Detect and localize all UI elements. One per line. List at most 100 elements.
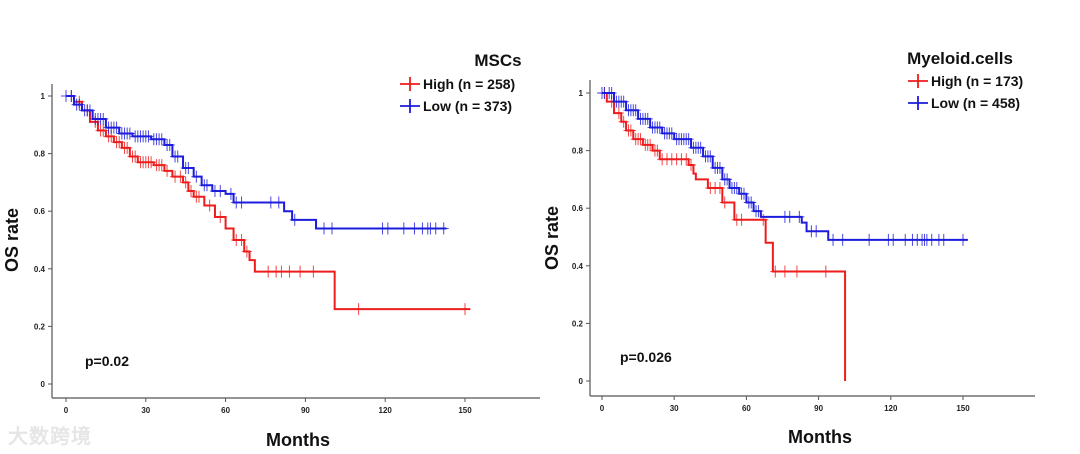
censor-mark bbox=[820, 265, 831, 278]
y-tick-label: 0.8 bbox=[572, 147, 584, 156]
legend-label: Low (n = 458) bbox=[931, 95, 1020, 111]
censor-mark bbox=[98, 124, 109, 137]
censor-mark bbox=[156, 133, 167, 146]
censor-mark bbox=[645, 138, 656, 151]
y-tick-label: 0 bbox=[579, 377, 584, 386]
km-chart-1: 0 0.2 0.4 0.6 0.8 1 0 30 60 90 120 150 MSCs Months OS … bbox=[2, 51, 540, 450]
censor-mark bbox=[183, 162, 194, 174]
censor-mark bbox=[864, 233, 875, 246]
x-tick-label: 60 bbox=[221, 406, 230, 415]
censor-mark bbox=[683, 133, 694, 146]
censor-mark bbox=[172, 150, 183, 163]
y-tick-label: 0.6 bbox=[34, 207, 46, 216]
censor-mark bbox=[438, 222, 449, 235]
censor-mark bbox=[828, 233, 839, 246]
censor-mark bbox=[791, 265, 802, 278]
x-tick-label: 0 bbox=[600, 404, 605, 413]
series-high: High (n = 258) bbox=[66, 76, 515, 316]
x-tick-label: 120 bbox=[884, 404, 898, 413]
censor-mark bbox=[460, 303, 470, 316]
censor-mark bbox=[938, 233, 949, 246]
y-tick-label: 0.8 bbox=[34, 150, 46, 159]
censor-mark bbox=[194, 190, 204, 203]
y-tick-label: 0.2 bbox=[572, 319, 584, 328]
censor-mark bbox=[888, 233, 899, 246]
censor-mark bbox=[654, 121, 665, 134]
y-tick-label: 1 bbox=[579, 89, 584, 98]
censor-mark bbox=[225, 187, 236, 200]
censor-mark bbox=[143, 130, 154, 143]
censor-mark bbox=[295, 265, 306, 278]
legend-label: High (n = 258) bbox=[423, 76, 515, 92]
censor-mark bbox=[162, 164, 173, 177]
censor-mark bbox=[722, 173, 733, 186]
censor-mark bbox=[705, 150, 716, 163]
censor-mark bbox=[635, 133, 646, 146]
censor-mark bbox=[66, 90, 77, 102]
x-tick-label: 30 bbox=[670, 404, 679, 413]
censor-mark bbox=[84, 104, 95, 117]
censor-mark bbox=[74, 98, 85, 111]
y-tick-label: 0.4 bbox=[34, 265, 46, 274]
censor-mark bbox=[811, 225, 822, 238]
censor-mark bbox=[215, 210, 226, 223]
censor-mark bbox=[175, 170, 186, 183]
censor-mark bbox=[779, 265, 790, 278]
watermark-logo: 大数跨境 bbox=[8, 426, 92, 448]
censor-mark bbox=[398, 222, 409, 235]
x-tick-label: 90 bbox=[814, 404, 823, 413]
legend-label: High (n = 173) bbox=[931, 73, 1023, 89]
y-tick-label: 1 bbox=[41, 92, 46, 101]
legend-swatch bbox=[400, 77, 420, 91]
x-tick-label: 0 bbox=[64, 406, 69, 415]
chart-title: Myeloid.cells bbox=[907, 49, 1013, 68]
y-tick-label: 0.2 bbox=[34, 322, 46, 331]
x-tick-label: 150 bbox=[956, 404, 970, 413]
censor-mark bbox=[758, 213, 769, 226]
censor-mark bbox=[652, 144, 663, 157]
censor-mark bbox=[837, 233, 848, 246]
censor-mark bbox=[327, 222, 337, 235]
censor-mark bbox=[146, 156, 157, 169]
chart-title: MSCs bbox=[474, 51, 521, 70]
censor-mark bbox=[618, 95, 629, 108]
censor-mark bbox=[714, 161, 725, 174]
censor-mark bbox=[215, 185, 226, 198]
survival-curve bbox=[66, 95, 471, 311]
censor-mark bbox=[753, 205, 764, 218]
censor-mark bbox=[201, 179, 212, 192]
x-tick-label: 120 bbox=[379, 406, 393, 415]
x-tick-label: 30 bbox=[141, 406, 150, 415]
y-axis-label: OS rate bbox=[2, 208, 22, 272]
censor-mark bbox=[719, 196, 730, 209]
censor-mark bbox=[122, 141, 133, 154]
x-axis-label: Months bbox=[788, 427, 852, 447]
censor-mark bbox=[731, 182, 742, 195]
censor-mark bbox=[746, 196, 757, 209]
censor-mark bbox=[241, 245, 252, 258]
censor-mark bbox=[686, 159, 697, 171]
censor-mark bbox=[382, 222, 393, 235]
censor-mark bbox=[736, 213, 747, 226]
censor-mark bbox=[606, 87, 617, 99]
y-tick-label: 0.4 bbox=[572, 262, 584, 271]
y-tick-label: 0 bbox=[41, 380, 46, 389]
km-chart-2: 0 0.2 0.4 0.6 0.8 1 0 30 60 90 120 150 Myeloid.cells… bbox=[542, 49, 1035, 447]
legend-label: Low (n = 373) bbox=[423, 98, 512, 114]
legend-swatch bbox=[400, 99, 420, 113]
censor-mark bbox=[289, 213, 300, 226]
censor-mark bbox=[273, 196, 284, 209]
censor-mark bbox=[666, 127, 677, 140]
censor-mark bbox=[98, 113, 109, 126]
censor-mark bbox=[613, 107, 624, 120]
series-low: Low (n = 458) bbox=[597, 87, 1020, 246]
censor-mark bbox=[770, 265, 781, 278]
censor-mark bbox=[180, 176, 191, 189]
censor-mark bbox=[618, 115, 629, 128]
censor-mark bbox=[186, 185, 197, 198]
censor-mark bbox=[642, 112, 653, 125]
x-tick-label: 90 bbox=[301, 406, 310, 415]
p-value-annotation: p=0.026 bbox=[620, 349, 672, 365]
censor-mark bbox=[714, 182, 725, 195]
